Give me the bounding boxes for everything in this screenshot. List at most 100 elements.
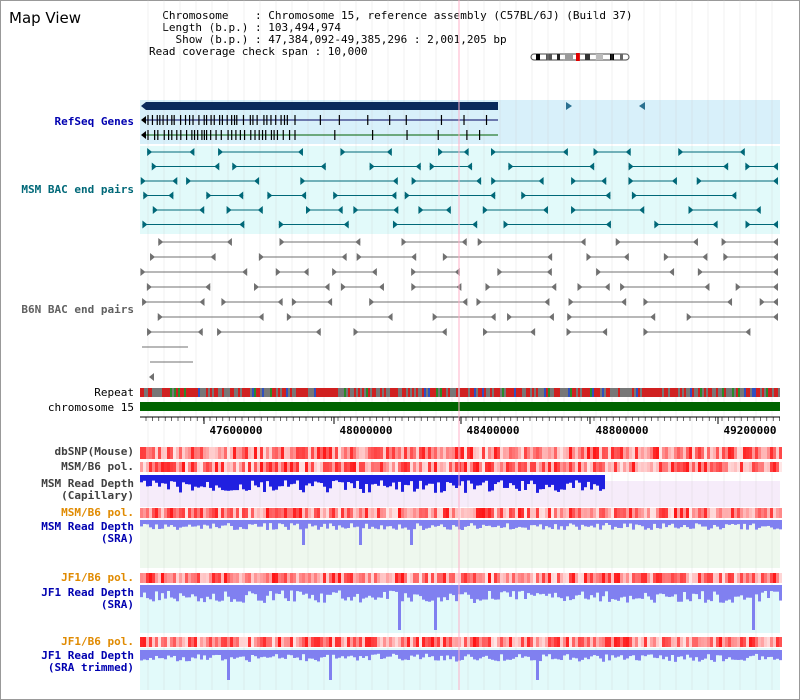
capillary-depth-bar — [359, 475, 362, 490]
jf1-trimmed-depth-bar — [656, 650, 659, 659]
dbsnp-cell — [320, 447, 323, 459]
msm-b6-pol-cell — [488, 462, 491, 472]
jf1-trimmed-depth-bar — [740, 650, 743, 660]
jf1-b6-pol-cell — [470, 573, 473, 583]
jf1-sra-depth-bar — [728, 585, 731, 600]
jf1-b6-pol-trimmed-cell — [197, 637, 200, 647]
msm-sra-depth-bar — [773, 520, 776, 530]
jf1-trimmed-depth-bar — [242, 650, 245, 657]
b6n-bac-end — [286, 313, 292, 321]
b6n-bac-end — [210, 253, 216, 261]
capillary-depth-bar — [497, 475, 500, 483]
jf1-sra-depth-bar — [563, 585, 566, 601]
msm-sra-depth-bar — [329, 520, 332, 524]
repeat-segment — [524, 388, 526, 397]
msm-b6-pol-sra-cell — [758, 508, 761, 518]
repeat-segment — [716, 388, 718, 397]
b6n-bac-end — [157, 313, 163, 321]
msm-sra-depth-bar — [572, 520, 575, 525]
msm-sra-depth-bar — [341, 520, 344, 528]
jf1-b6-pol-trimmed-cell — [704, 637, 707, 647]
jf1-trimmed-depth-bar — [185, 650, 188, 662]
repeat-segment — [712, 388, 714, 397]
jf1-b6-pol-trimmed-cell — [374, 637, 377, 647]
repeat-segment — [188, 388, 190, 397]
b6n-bac-end — [205, 283, 211, 291]
msm-sra-depth-bar — [749, 520, 752, 526]
jf1-b6-pol-trimmed-cell — [353, 637, 356, 647]
msm-b6-pol-cell — [557, 462, 560, 472]
msm-sra-depth-bar — [623, 520, 626, 524]
dbsnp-cell — [332, 447, 335, 459]
jf1-trimmed-depth-bar — [719, 650, 722, 656]
dbsnp-cell — [539, 447, 542, 459]
msm-b6-pol-sra-cell — [278, 508, 281, 518]
jf1-sra-depth-bar — [182, 585, 185, 596]
msm-sra-depth-bar — [743, 520, 746, 524]
jf1-trimmed-depth-bar — [512, 650, 515, 659]
msm-b6-pol-sra-cell — [479, 508, 482, 518]
msm-b6-pol-cell — [623, 462, 626, 472]
jf1-sra-depth-bar — [584, 585, 587, 599]
msm-b6-pol-sra-cell — [164, 508, 167, 518]
repeat-segment — [560, 388, 562, 397]
msm-sra-depth-bar — [479, 520, 482, 528]
dbsnp-cell — [719, 447, 722, 459]
repeat-segment — [648, 388, 650, 397]
jf1-trimmed-depth-bar — [692, 650, 695, 661]
msm-b6-pol-sra-cell — [743, 508, 746, 518]
jf1-trimmed-depth-bar — [518, 650, 521, 655]
jf1-sra-depth-bar — [254, 585, 257, 595]
msm-sra-depth-bar — [269, 520, 272, 524]
jf1-b6-pol-cell — [278, 573, 281, 583]
capillary-depth-bar — [455, 475, 458, 488]
jf1-b6-pol-trimmed-cell — [287, 637, 290, 647]
capillary-depth-bar — [533, 475, 536, 485]
msm-bac-end — [199, 206, 205, 214]
repeat-segment — [414, 388, 416, 397]
msm-b6-pol-sra-cell — [335, 508, 338, 518]
jf1-trimmed-depth-bar — [164, 650, 167, 660]
jf1-sra-depth-bar — [752, 585, 755, 630]
capillary-depth-bar — [176, 475, 179, 487]
msm-b6-pol-cell — [263, 462, 266, 472]
repeat-segment — [284, 388, 286, 397]
capillary-depth-bar — [599, 475, 602, 491]
msm-b6-pol-cell — [620, 462, 623, 472]
jf1-trimmed-depth-bar — [587, 650, 590, 660]
msm-b6-pol-sra-cell — [260, 508, 263, 518]
b6n-bac-end — [663, 253, 669, 261]
repeat-segment — [760, 388, 762, 397]
msm-b6-pol-cell — [257, 462, 260, 472]
repeat-segment — [438, 388, 440, 397]
jf1-b6-pol-trimmed-cell — [623, 637, 626, 647]
jf1-b6-pol-cell — [383, 573, 386, 583]
b6n-bac-end — [217, 328, 223, 336]
dbsnp-cell — [473, 447, 476, 459]
jf1-trimmed-depth-bar — [215, 650, 218, 655]
jf1-sra-depth-bar — [608, 585, 611, 602]
capillary-depth-bar — [317, 475, 320, 483]
jf1-b6-pol-cell — [377, 573, 380, 583]
jf1-sra-depth-bar — [191, 585, 194, 595]
capillary-depth-bar — [305, 475, 308, 486]
msm-b6-pol-sra-cell — [584, 508, 587, 518]
msm-b6-pol-cell — [452, 462, 455, 472]
msm-bac-end — [306, 206, 312, 214]
msm-sra-depth-bar — [737, 520, 740, 525]
repeat-segment — [694, 388, 696, 397]
capillary-depth-bar — [251, 475, 254, 481]
jf1-b6-pol-trimmed-cell — [230, 637, 233, 647]
dbsnp-cell — [182, 447, 185, 459]
capillary-depth-bar — [446, 475, 449, 483]
msm-sra-depth-bar — [263, 520, 266, 524]
capillary-depth-bar — [341, 475, 344, 483]
dbsnp-cell — [464, 447, 467, 459]
jf1-b6-pol-cell — [641, 573, 644, 583]
jf1-b6-pol-cell — [371, 573, 374, 583]
jf1-trimmed-depth-bar — [284, 650, 287, 659]
jf1-b6-pol-trimmed-cell — [725, 637, 728, 647]
msm-b6-pol-cell — [719, 462, 722, 472]
jf1-b6-pol-cell — [638, 573, 641, 583]
